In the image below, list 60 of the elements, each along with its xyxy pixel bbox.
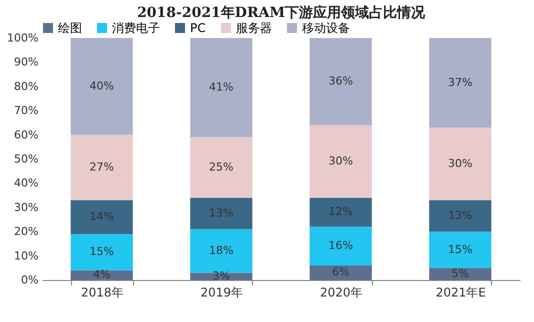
y-tick-label: 40%: [14, 176, 38, 190]
y-tick-label: 10%: [14, 249, 38, 262]
x-tick-label: 2018年: [80, 286, 124, 300]
bar: [429, 128, 492, 200]
y-tick-label: 70%: [14, 104, 38, 118]
y-tick-label: 30%: [14, 200, 38, 214]
bar: [190, 198, 252, 230]
bar: [70, 38, 133, 135]
bar: [190, 272, 252, 280]
data-label: 37%: [448, 76, 472, 89]
data-label: 30%: [328, 154, 353, 168]
bar: [70, 134, 133, 200]
data-label: 13%: [209, 206, 234, 220]
data-label: 12%: [328, 205, 353, 218]
legend-label: 移动设备: [302, 21, 350, 35]
y-tick-label: 60%: [14, 128, 38, 142]
legend-label: 消费电子: [112, 21, 160, 35]
y-tick-label: 0%: [21, 274, 38, 286]
data-label: 40%: [90, 79, 114, 92]
chart-title: 2018-2021年DRAM下游应用领域占比情况: [137, 4, 426, 21]
data-label: 3%: [212, 269, 230, 282]
data-label: 15%: [448, 242, 472, 256]
y-tick-label: 80%: [14, 80, 38, 93]
bar: [429, 232, 492, 268]
bar: [190, 137, 252, 198]
data-label: 27%: [90, 160, 114, 174]
y-tick-label: 90%: [14, 56, 38, 69]
x-tick-label: 2020年: [320, 286, 363, 300]
data-label: 16%: [328, 239, 353, 252]
bar: [429, 268, 492, 280]
data-label: 25%: [209, 160, 234, 174]
x-tick-label: 2019年: [200, 286, 244, 300]
bar: [429, 200, 492, 232]
bar: [70, 200, 133, 234]
bar: [190, 229, 252, 273]
y-tick-label: 20%: [14, 225, 38, 238]
data-label: 5%: [452, 266, 469, 280]
bar: [429, 38, 492, 128]
data-label: 4%: [93, 268, 110, 282]
legend-label: PC: [190, 21, 206, 35]
bar: [310, 198, 372, 227]
data-label: 36%: [328, 74, 353, 88]
bar: [310, 125, 372, 198]
bar: [310, 226, 372, 266]
data-label: 30%: [448, 156, 472, 170]
legend-label: 绘图: [58, 21, 82, 35]
data-label: 6%: [332, 266, 350, 279]
data-label: 18%: [209, 244, 234, 257]
data-label: 15%: [90, 245, 114, 258]
y-tick-label: 100%: [7, 32, 38, 44]
bar: [310, 38, 372, 126]
x-tick-label: 2021年E: [436, 286, 486, 300]
data-label: 41%: [209, 80, 234, 94]
legend-label: 服务器: [236, 21, 272, 35]
y-tick-label: 50%: [14, 152, 38, 166]
bar: [310, 265, 372, 280]
data-label: 14%: [90, 210, 114, 224]
bar: [190, 38, 252, 138]
bar: [70, 234, 133, 270]
data-label: 13%: [448, 208, 472, 222]
